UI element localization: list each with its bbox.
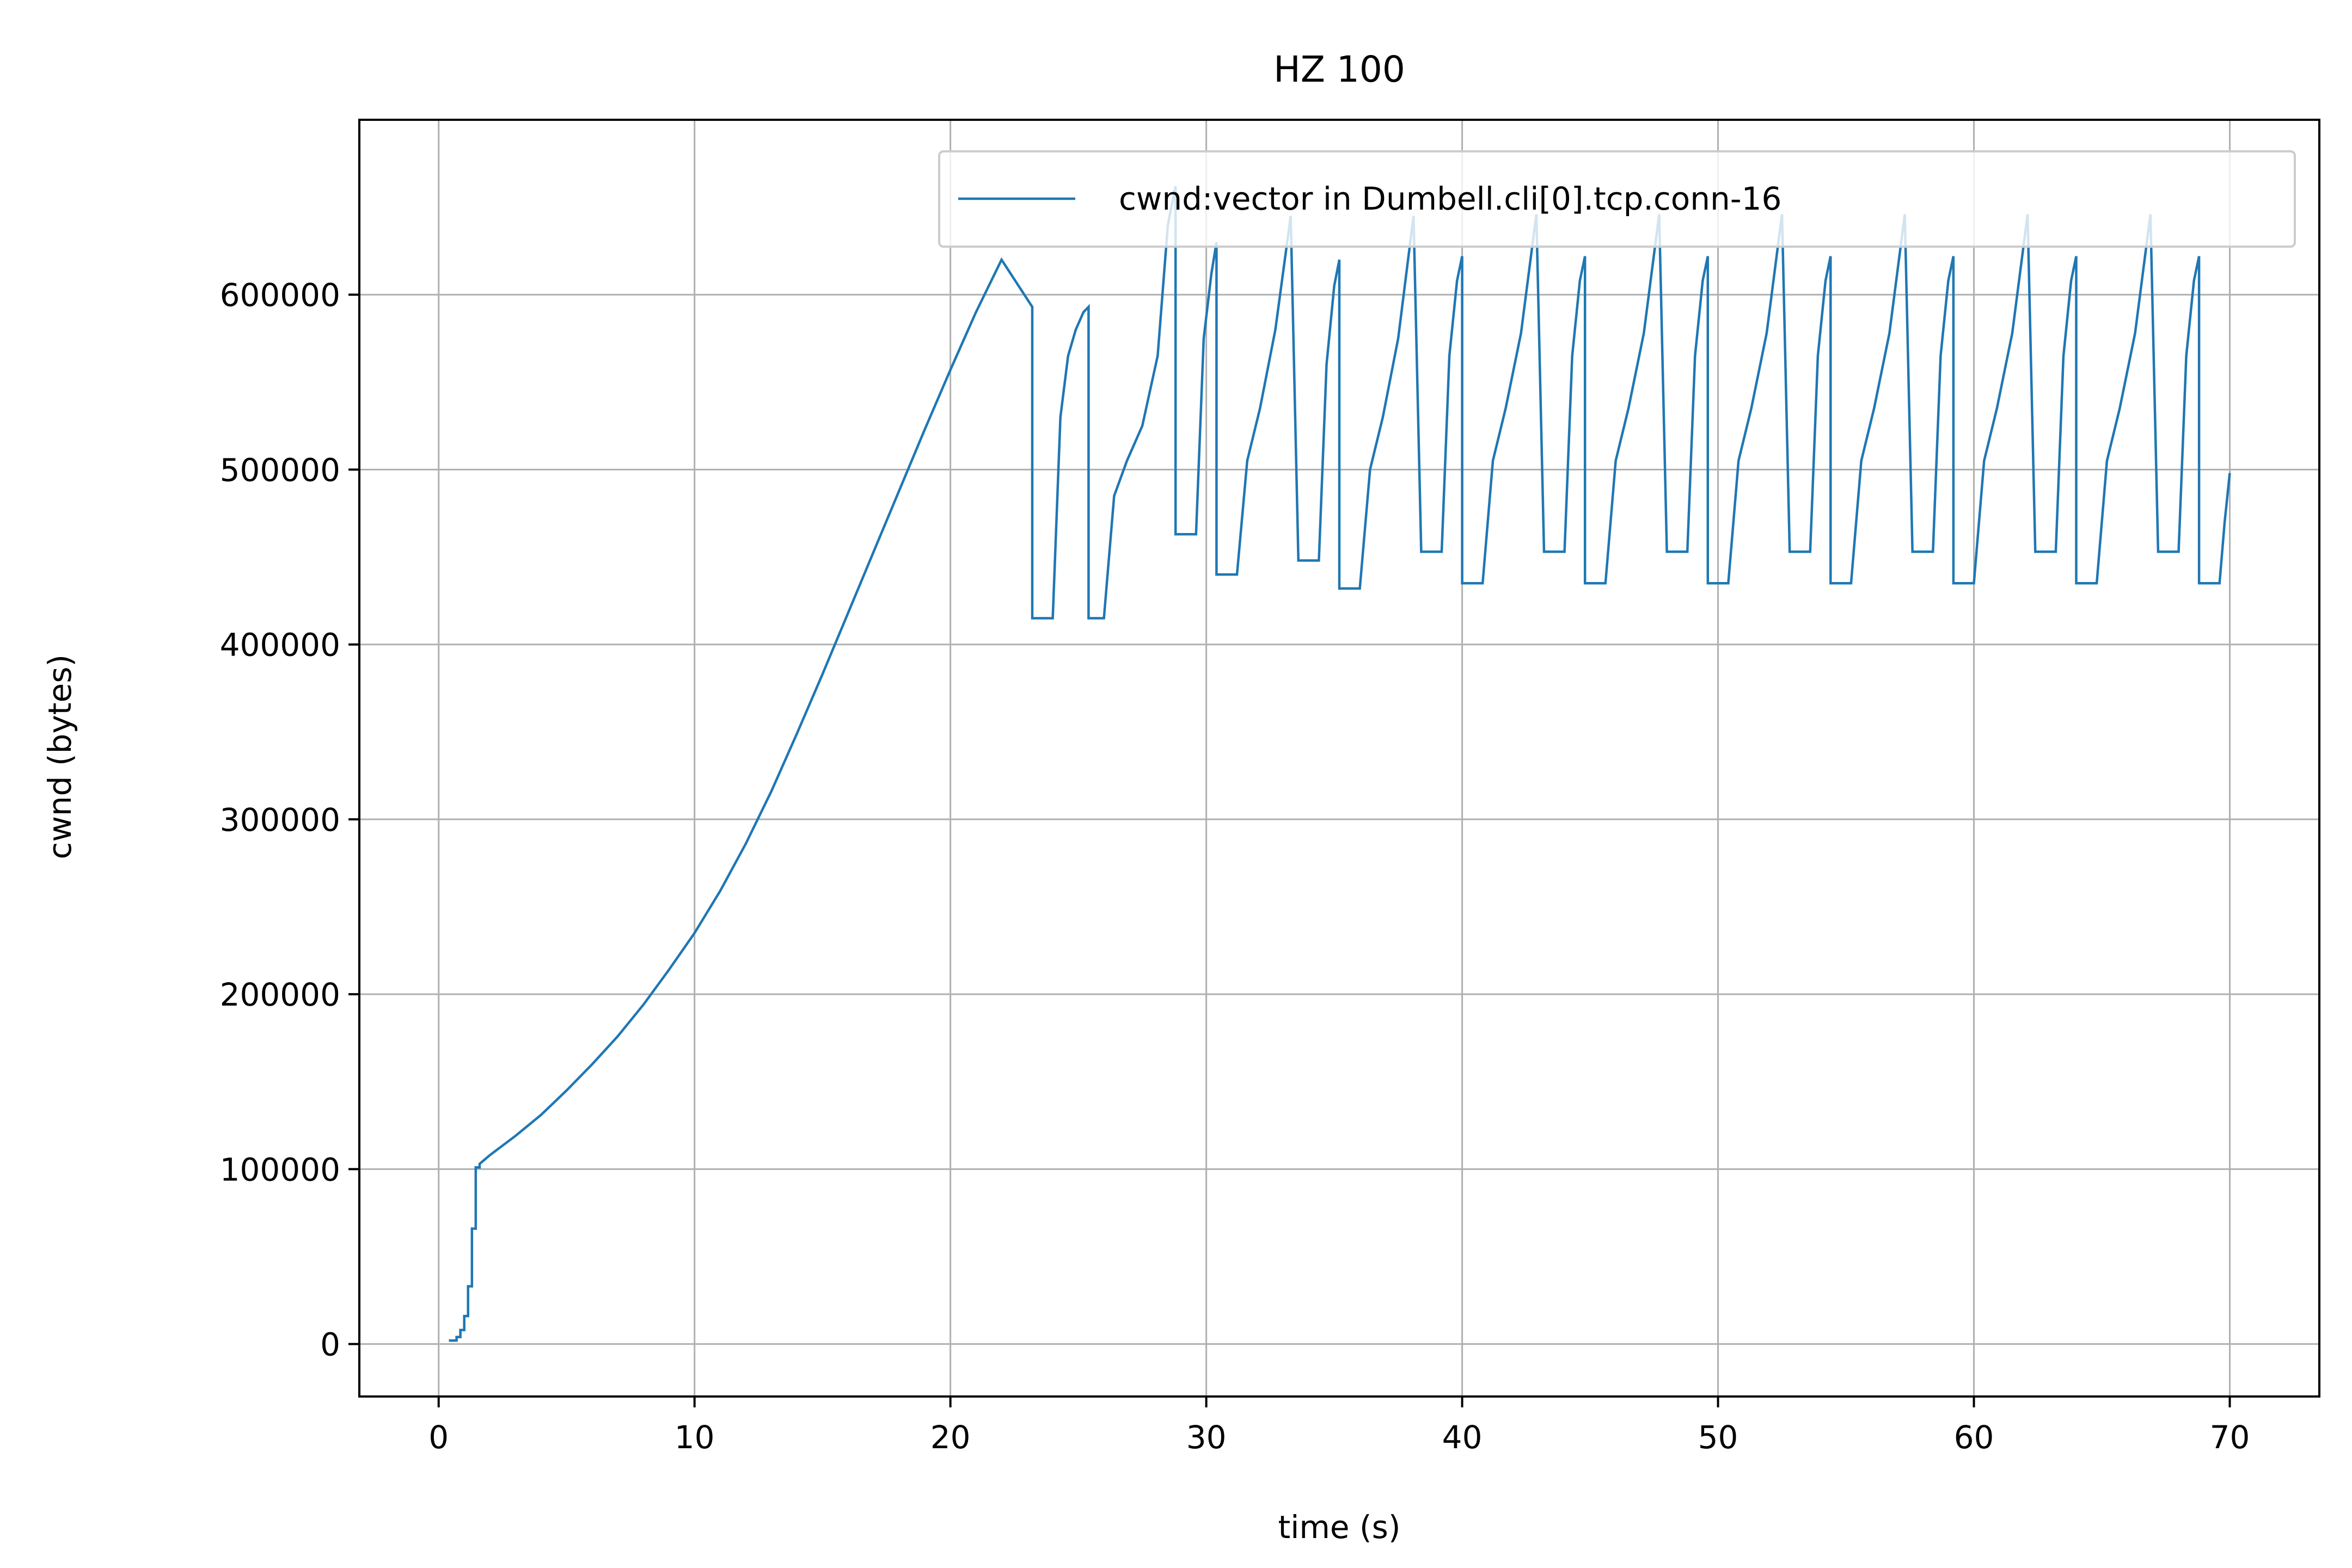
x-tick-label: 60 bbox=[1954, 1419, 1994, 1456]
x-tick-label: 30 bbox=[1186, 1419, 1227, 1456]
x-tick-label: 70 bbox=[2210, 1419, 2250, 1456]
plot-area bbox=[449, 186, 2231, 1342]
x-tick-label: 10 bbox=[675, 1419, 715, 1456]
x-tick-label: 20 bbox=[930, 1419, 971, 1456]
y-axis-label: cwnd (bytes) bbox=[41, 654, 78, 859]
x-axis-label: time (s) bbox=[1278, 1509, 1401, 1546]
x-tick-label: 50 bbox=[1698, 1419, 1738, 1456]
x-axis-ticks: 0 10 20 30 40 50 60 70 bbox=[428, 1396, 2250, 1456]
y-tick-label: 100000 bbox=[220, 1151, 340, 1188]
y-tick-label: 200000 bbox=[220, 976, 340, 1013]
y-tick-label: 0 bbox=[320, 1326, 340, 1363]
plot-frame bbox=[358, 119, 2320, 1398]
legend-box bbox=[938, 150, 2296, 248]
legend-series-label: cwnd:vector in Dumbell.cli[0].tcp.conn-1… bbox=[1119, 180, 1781, 217]
x-tick-label: 0 bbox=[428, 1419, 449, 1456]
series-line bbox=[449, 186, 2231, 1342]
y-tick-label: 500000 bbox=[220, 451, 340, 488]
y-tick-label: 400000 bbox=[220, 627, 340, 664]
x-tick-label: 40 bbox=[1442, 1419, 1483, 1456]
legend: cwnd:vector in Dumbell.cli[0].tcp.conn-1… bbox=[938, 150, 2296, 248]
y-axis-ticks: 0 100000 200000 300000 400000 500000 600000 bbox=[220, 277, 359, 1363]
y-tick-label: 300000 bbox=[220, 801, 340, 838]
chart-title: HZ 100 bbox=[1273, 48, 1405, 90]
y-tick-label: 600000 bbox=[220, 277, 340, 314]
